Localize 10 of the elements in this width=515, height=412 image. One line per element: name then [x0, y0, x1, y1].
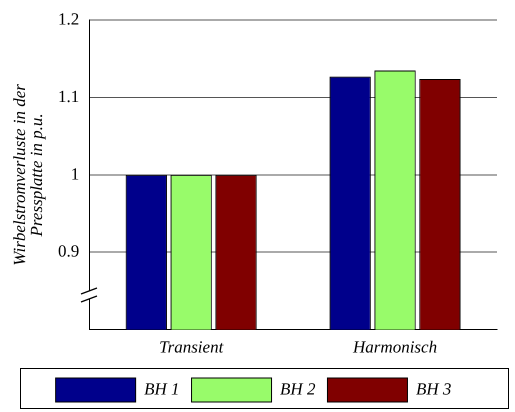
y-tick-label: 1.1 — [58, 87, 80, 106]
x-tick-label: Transient — [159, 337, 225, 356]
y-axis-title: Wirbelstromverluste in der Pressplatte in p.u. — [10, 84, 46, 266]
y-tick-label: 1.2 — [58, 10, 80, 29]
legend-label: BH 2 — [280, 379, 316, 398]
y-tick-label: 1 — [70, 164, 80, 184]
legend-label: BH 3 — [416, 379, 452, 398]
legend-label: BH 1 — [144, 379, 180, 398]
y-tick-label: 0.9 — [58, 242, 80, 261]
x-tick-label: Harmonisch — [352, 337, 438, 356]
